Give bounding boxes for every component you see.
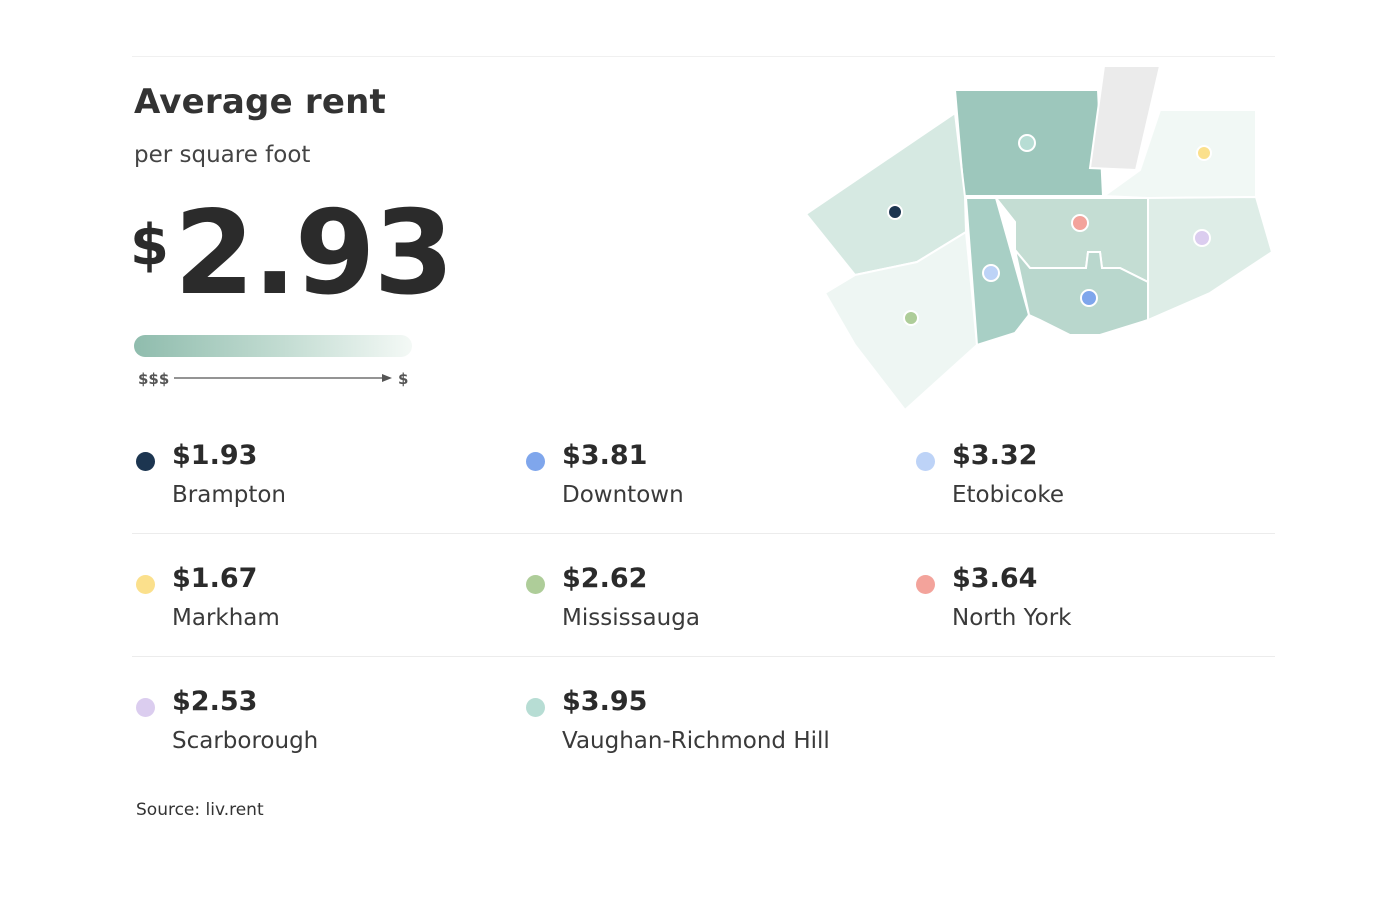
chart-subtitle: per square foot [134, 142, 311, 168]
marker-mississauga [903, 310, 919, 326]
top-divider [132, 56, 1275, 57]
legend-item-markham: $1.67 Markham [132, 561, 512, 641]
legend-item-scarborough: $2.53 Scarborough [132, 684, 512, 764]
legend-item-etobicoke: $3.32 Etobicoke [912, 438, 1292, 518]
region-mississauga[interactable] [823, 230, 979, 412]
region-scarborough[interactable] [1147, 195, 1274, 322]
scale-label-cheap: $ [398, 370, 409, 388]
legend-dot [916, 575, 935, 594]
legend-price: $3.64 [952, 563, 1038, 594]
legend-dot [136, 452, 155, 471]
legend-name: Markham [172, 605, 280, 631]
legend-dot [916, 452, 935, 471]
legend-item-north-york: $3.64 North York [912, 561, 1292, 641]
marker-north-york [1071, 214, 1089, 232]
marker-downtown [1080, 289, 1098, 307]
price-scale-bar [134, 335, 412, 357]
legend-row-divider [132, 656, 1275, 657]
region-unmapped [1088, 65, 1162, 172]
legend-price: $3.95 [562, 686, 648, 717]
legend-price: $1.93 [172, 440, 258, 471]
legend-name: Brampton [172, 482, 287, 508]
legend-row-divider [132, 533, 1275, 534]
legend-name: Mississauga [562, 605, 700, 631]
legend-item-downtown: $3.81 Downtown [522, 438, 902, 518]
scale-arrow-icon [174, 374, 392, 382]
marker-etobicoke [982, 264, 1000, 282]
legend-dot [136, 575, 155, 594]
scale-label-expensive: $$$ [138, 370, 170, 388]
legend-name: Etobicoke [952, 482, 1064, 508]
legend-price: $2.53 [172, 686, 258, 717]
legend-name: Downtown [562, 482, 684, 508]
average-price-value: 2.93 [174, 186, 454, 321]
legend-name: Vaughan-Richmond Hill [562, 728, 830, 754]
legend-dot [136, 698, 155, 717]
legend-price: $1.67 [172, 563, 258, 594]
region-downtown[interactable] [1014, 249, 1149, 336]
legend-item-vaughan-richmond-hill: $3.95 Vaughan-Richmond Hill [522, 684, 902, 764]
region-map [804, 65, 1274, 412]
marker-scarborough [1193, 229, 1211, 247]
legend-dot [526, 452, 545, 471]
legend-name: North York [952, 605, 1072, 631]
legend-price: $3.81 [562, 440, 648, 471]
source-note: Source: liv.rent [136, 800, 264, 820]
marker-vaughan-richmond-hill [1018, 134, 1036, 152]
chart-title: Average rent [134, 82, 386, 122]
marker-markham [1196, 145, 1212, 161]
legend-item-brampton: $1.93 Brampton [132, 438, 512, 518]
legend-price: $2.62 [562, 563, 648, 594]
marker-brampton [887, 204, 903, 220]
legend-price: $3.32 [952, 440, 1038, 471]
legend-dot [526, 575, 545, 594]
legend-name: Scarborough [172, 728, 319, 754]
legend-dot [526, 698, 545, 717]
legend-item-mississauga: $2.62 Mississauga [522, 561, 902, 641]
currency-symbol: $ [130, 213, 169, 278]
